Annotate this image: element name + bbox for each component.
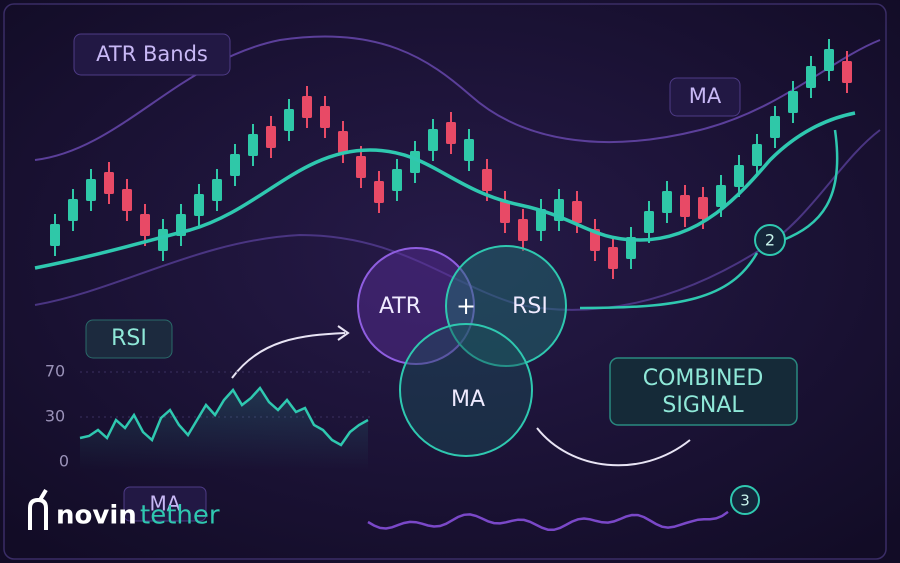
candle-body bbox=[338, 131, 348, 153]
label-box bbox=[123, 486, 207, 522]
step-marker bbox=[754, 224, 786, 256]
candle-body bbox=[86, 179, 96, 201]
candle-body bbox=[788, 91, 798, 113]
label-box bbox=[669, 77, 741, 117]
candle-body bbox=[374, 181, 384, 203]
venn-label: MA bbox=[451, 387, 485, 412]
label: MA bbox=[150, 492, 181, 516]
candle-body bbox=[446, 122, 456, 144]
label-box bbox=[73, 33, 231, 76]
candle-body bbox=[752, 144, 762, 166]
ma-line bbox=[34, 111, 856, 270]
candle-body bbox=[644, 211, 654, 233]
candle-body bbox=[50, 224, 60, 246]
axis-label: 30 bbox=[45, 407, 65, 426]
candle-body bbox=[734, 165, 744, 187]
label: ATR Bands bbox=[96, 42, 208, 66]
axis-label: 70 bbox=[45, 362, 65, 381]
step-number: 3 bbox=[740, 492, 750, 510]
candle-body bbox=[698, 197, 708, 219]
candle-body bbox=[356, 156, 366, 178]
candle-body bbox=[428, 129, 438, 151]
candle-body bbox=[122, 189, 132, 211]
label-box bbox=[85, 319, 173, 359]
venn-label: RSI bbox=[512, 294, 548, 319]
label: SIGNAL bbox=[662, 393, 744, 418]
candle-body bbox=[140, 214, 150, 236]
rsi-area bbox=[80, 388, 368, 470]
candle-body bbox=[392, 169, 402, 191]
candle-body bbox=[104, 172, 114, 194]
atr-upper-band bbox=[34, 35, 881, 161]
candle-body bbox=[320, 106, 330, 128]
candle-body bbox=[68, 199, 78, 221]
label: RSI bbox=[111, 326, 147, 351]
candle-body bbox=[212, 179, 222, 201]
connector bbox=[782, 129, 839, 242]
logo-mark bbox=[28, 488, 48, 530]
candle-body bbox=[806, 66, 816, 88]
venn-circle bbox=[399, 323, 533, 457]
oscillator-wave bbox=[367, 510, 729, 532]
candle-body bbox=[662, 191, 672, 213]
label: MA bbox=[689, 84, 722, 108]
candle-body bbox=[572, 201, 582, 223]
arrow bbox=[231, 332, 346, 379]
label: COMBINED bbox=[643, 366, 764, 391]
logo: novin tether bbox=[28, 488, 220, 531]
candle-body bbox=[158, 229, 168, 251]
candle-body bbox=[194, 194, 204, 216]
arrow bbox=[536, 427, 691, 467]
candle-body bbox=[482, 169, 492, 191]
logo-text: novin bbox=[56, 501, 137, 531]
rsi-line bbox=[79, 385, 369, 447]
frame bbox=[3, 3, 887, 560]
candle-body bbox=[248, 134, 258, 156]
candle-body bbox=[716, 185, 726, 207]
axis-label: 0 bbox=[59, 452, 69, 471]
candle-body bbox=[230, 154, 240, 176]
candle-body bbox=[500, 201, 510, 223]
candle-body bbox=[518, 219, 528, 241]
candle-body bbox=[302, 96, 312, 118]
step-number: 2 bbox=[765, 231, 775, 250]
candle-body bbox=[608, 247, 618, 269]
venn-label: + bbox=[456, 292, 476, 320]
arrow-head bbox=[337, 325, 350, 341]
venn-circle bbox=[445, 245, 567, 367]
candle-body bbox=[770, 116, 780, 138]
candle-body bbox=[266, 126, 276, 148]
logo-text: tether bbox=[140, 501, 220, 531]
candle-body bbox=[842, 61, 852, 83]
candle-body bbox=[464, 139, 474, 161]
step-marker bbox=[730, 485, 760, 515]
venn-label: ATR bbox=[379, 294, 421, 319]
candle-body bbox=[626, 237, 636, 259]
label-box bbox=[609, 357, 798, 426]
candles bbox=[50, 39, 852, 279]
candle-body bbox=[536, 209, 546, 231]
candle-body bbox=[284, 109, 294, 131]
candle-body bbox=[824, 49, 834, 71]
connector bbox=[579, 252, 759, 310]
candle-body bbox=[680, 195, 690, 217]
